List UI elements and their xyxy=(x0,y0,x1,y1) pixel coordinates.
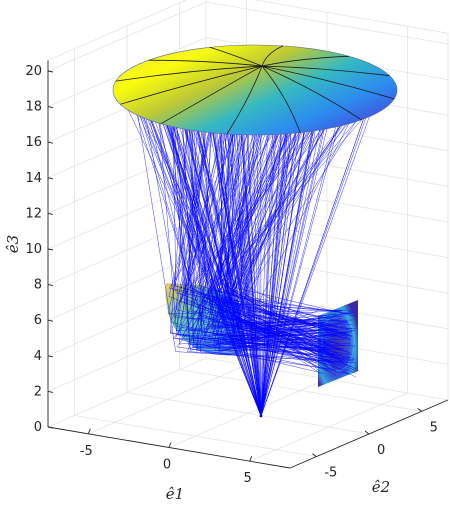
ray-paths xyxy=(121,47,384,417)
z-tick-label: 2 xyxy=(34,384,42,399)
x-tick-label: 0 xyxy=(163,458,171,473)
z-tick-label: 12 xyxy=(25,206,42,221)
tick-labels: 0 2 4 6 8 10 12 14 16 18 20 -5 0 5 -5 0 5 xyxy=(25,64,437,486)
z-tick-label: 20 xyxy=(25,64,42,79)
z-tick xyxy=(47,426,54,429)
z-tick xyxy=(47,141,54,144)
z-tick xyxy=(47,284,54,287)
z-tick xyxy=(47,70,54,73)
x-tick-label: -5 xyxy=(80,444,93,459)
z-tick xyxy=(47,106,54,109)
grid-line xyxy=(179,369,422,412)
z-tick xyxy=(47,319,54,322)
x-tick-label: 5 xyxy=(244,471,252,486)
z-tick-label: 10 xyxy=(25,242,42,257)
y-tick xyxy=(364,430,370,435)
y-tick xyxy=(312,453,317,458)
y-tick xyxy=(417,407,422,412)
y-axis-label: ê2 xyxy=(372,478,390,496)
grid-line xyxy=(74,415,317,458)
z-tick-label: 14 xyxy=(25,171,42,186)
z-tick-label: 4 xyxy=(34,349,42,364)
z-tick xyxy=(47,248,54,251)
y-tick-label: 0 xyxy=(377,443,385,458)
upper-reflector-meridians xyxy=(115,45,395,135)
upper-reflector xyxy=(112,44,398,136)
y-tick-label: -5 xyxy=(324,466,337,481)
x-tick xyxy=(249,455,253,462)
x-tick xyxy=(168,442,172,448)
grid-line xyxy=(126,392,370,435)
x-tick xyxy=(87,428,91,435)
z-tick-label: 8 xyxy=(34,278,42,293)
z-tick-label: 6 xyxy=(34,313,42,328)
z-tick xyxy=(47,212,54,215)
x-axis-label: ê1 xyxy=(166,485,184,503)
source-point xyxy=(259,414,263,418)
z-axis-label: ê3 xyxy=(4,235,22,253)
z-tick-label: 16 xyxy=(25,135,42,150)
z-tick xyxy=(47,177,54,180)
z-tick-label: 18 xyxy=(25,100,42,115)
z-tick xyxy=(47,390,54,393)
rays xyxy=(121,47,384,418)
y-tick-label: 5 xyxy=(430,420,438,435)
z-tick-label: 0 xyxy=(34,420,42,435)
upper-reflector-surface xyxy=(112,44,398,136)
z-tick xyxy=(47,355,54,358)
